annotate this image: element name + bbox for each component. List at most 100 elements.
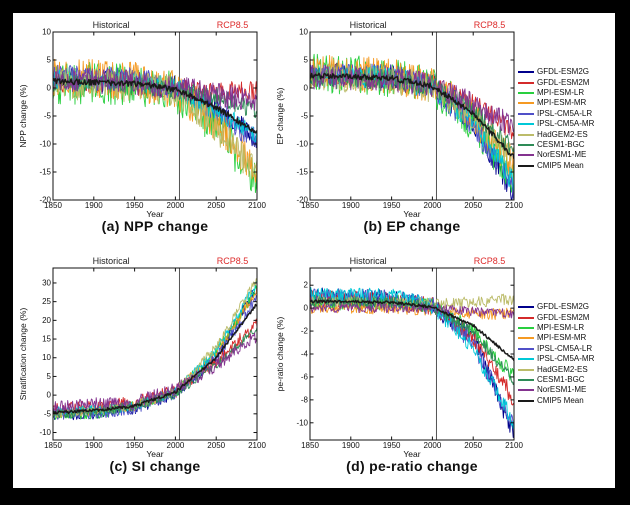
y-tick-label: 30	[42, 278, 51, 287]
legend-item: MPI-ESM-MR	[518, 333, 594, 343]
x-tick-label: 1950	[383, 441, 401, 450]
x-tick-label: 1850	[44, 441, 62, 450]
legend-label: IPSL-CM5A-MR	[537, 119, 595, 129]
y-tick-label: 0	[304, 304, 309, 313]
y-tick-label: 5	[47, 372, 52, 381]
historical-label: Historical	[350, 20, 387, 30]
x-tick-label: 1950	[383, 201, 401, 210]
y-tick-label: 25	[42, 297, 51, 306]
legend-line-swatch	[518, 102, 534, 105]
y-tick-label: -10	[296, 140, 308, 149]
rcp85-label: RCP8.5	[474, 20, 506, 30]
y-axis-label: pe-ratio change (%)	[275, 317, 285, 392]
panel-c: 1850 1900 1950 2000 2050 2100 30 25 20 15 10 5 0 -5 -1…	[18, 256, 266, 459]
legend-item: GFDL-ESM2G	[518, 302, 594, 312]
x-tick-label: 1850	[301, 201, 319, 210]
legend-ep-panel: GFDL-ESM2G GFDL-ESM2M MPI-ESM-LR MPI-ESM-MR…	[518, 67, 594, 171]
series-line-gfdl-esm2m	[310, 290, 514, 406]
y-tick-label: -10	[296, 418, 308, 427]
series-line-cmip5-mean	[53, 78, 257, 134]
legend-item: HadGEM2-ES	[518, 129, 594, 139]
legend-label: GFDL-ESM2G	[537, 302, 590, 312]
y-tick-label: 5	[304, 56, 309, 65]
y-tick-label: -4	[301, 350, 309, 359]
legend-label: CMIP5 Mean	[537, 395, 584, 405]
legend-item: GFDL-ESM2G	[518, 67, 594, 77]
legend-pe-panel: GFDL-ESM2G GFDL-ESM2M MPI-ESM-LR MPI-ESM-MR…	[518, 302, 594, 406]
x-tick-label: 2000	[424, 441, 442, 450]
legend-label: IPSL-CM5A-MR	[537, 354, 595, 364]
x-tick-label: 2000	[424, 201, 442, 210]
legend-label: MPI-ESM-LR	[537, 87, 585, 97]
legend-line-swatch	[518, 112, 534, 115]
y-tick-label: 10	[42, 28, 51, 37]
legend-line-swatch	[518, 337, 534, 340]
y-tick-label: -15	[296, 168, 308, 177]
y-tick-label: -2	[301, 327, 309, 336]
legend-label: MPI-ESM-MR	[537, 333, 587, 343]
y-tick-label: -10	[39, 428, 51, 437]
x-tick-label: 2050	[464, 201, 482, 210]
y-tick-label: -8	[301, 395, 309, 404]
legend-label: MPI-ESM-MR	[537, 98, 587, 108]
x-tick-label: 2100	[505, 441, 523, 450]
legend-label: GFDL-ESM2M	[537, 312, 590, 322]
legend-item: CMIP5 Mean	[518, 161, 594, 171]
x-axis-label: Year	[403, 209, 420, 219]
legend-item: NorESM1-ME	[518, 385, 594, 395]
y-axis-label: Stratification change (%)	[18, 308, 28, 401]
legend-label: IPSL-CM5A-LR	[537, 343, 593, 353]
axes-box	[309, 31, 515, 201]
legend-item: MPI-ESM-LR	[518, 88, 594, 98]
legend-item: IPSL-CM5A-MR	[518, 119, 594, 129]
y-tick-label: -5	[44, 409, 52, 418]
legend-item: GFDL-ESM2M	[518, 77, 594, 87]
x-tick-label: 1900	[85, 441, 103, 450]
legend-line-swatch	[518, 347, 534, 350]
legend-line-swatch	[518, 399, 534, 402]
legend-line-swatch	[518, 143, 534, 146]
legend-item: IPSL-CM5A-LR	[518, 344, 594, 354]
x-axis-label: Year	[403, 449, 420, 459]
y-tick-label: 0	[304, 84, 309, 93]
y-axis-label: EP change (%)	[275, 87, 285, 144]
legend-line-swatch	[518, 91, 534, 94]
caption-si-change: (c) SI change	[109, 458, 201, 474]
y-tick-label: 10	[299, 28, 308, 37]
legend-line-swatch	[518, 389, 534, 392]
legend-label: GFDL-ESM2M	[537, 77, 590, 87]
y-tick-label: -15	[39, 168, 51, 177]
legend-item: MPI-ESM-MR	[518, 98, 594, 108]
x-tick-label: 1900	[85, 201, 103, 210]
series-line-cmip5-mean	[53, 303, 257, 415]
rcp85-label: RCP8.5	[217, 20, 249, 30]
legend-line-swatch	[518, 81, 534, 84]
panel-d: 1850 1900 1950 2000 2050 2100 2 0 -2 -4 -6 -8 -10 Yea…	[275, 256, 523, 459]
rcp85-label: RCP8.5	[217, 256, 249, 266]
historical-label: Historical	[93, 256, 130, 266]
legend-line-swatch	[518, 164, 534, 167]
legend-label: IPSL-CM5A-LR	[537, 108, 593, 118]
legend-item: HadGEM2-ES	[518, 364, 594, 374]
legend-item: IPSL-CM5A-LR	[518, 109, 594, 119]
x-tick-label: 2000	[167, 201, 185, 210]
y-tick-label: -20	[39, 196, 51, 205]
y-tick-label: 2	[304, 281, 309, 290]
series-line-noresm1-me	[53, 67, 257, 111]
x-tick-label: 1950	[126, 441, 144, 450]
legend-label: NorESM1-ME	[537, 385, 587, 395]
panel-a: 1850 1900 1950 2000 2050 2100 10 5 0 -5 -10 -15 -20 Y…	[18, 20, 266, 219]
x-tick-label: 2000	[167, 441, 185, 450]
legend-label: CESM1-BGC	[537, 139, 585, 149]
y-tick-label: 10	[42, 353, 51, 362]
y-tick-label: -10	[39, 140, 51, 149]
legend-line-swatch	[518, 368, 534, 371]
legend-item: NorESM1-ME	[518, 150, 594, 160]
x-tick-label: 1950	[126, 201, 144, 210]
series-line-ipsl-cm5a-mr	[310, 286, 514, 429]
legend-item: MPI-ESM-LR	[518, 323, 594, 333]
legend-item: CESM1-BGC	[518, 140, 594, 150]
legend-label: HadGEM2-ES	[537, 129, 588, 139]
x-tick-label: 1900	[342, 201, 360, 210]
